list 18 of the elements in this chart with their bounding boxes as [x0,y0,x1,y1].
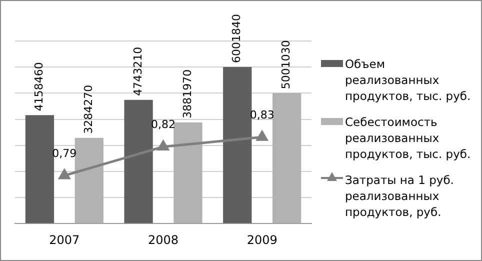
x-tick-label: 2007 [49,232,80,247]
data-label: 3284270 [82,84,95,134]
x-tick-label: 2008 [148,232,179,247]
x-tick-label: 2009 [246,232,278,247]
bar [272,93,302,224]
data-label: 3881970 [180,69,194,118]
data-label: 5001030 [280,40,293,90]
bar [74,138,104,224]
data-label: 4158460 [32,62,46,112]
legend-label: Себестоимость реализованных продуктов, тыс. руб. [345,114,472,162]
data-label: 6001840 [230,14,244,64]
bar [223,67,252,224]
data-label: 4743210 [131,46,144,96]
legend-label: Затраты на 1 руб. реализованных продуктов, руб. [345,172,455,220]
legend-label: Объем реализованных продуктов, тыс. руб. [345,56,472,104]
bar [174,122,202,224]
bar [124,100,153,224]
bar [25,115,54,224]
